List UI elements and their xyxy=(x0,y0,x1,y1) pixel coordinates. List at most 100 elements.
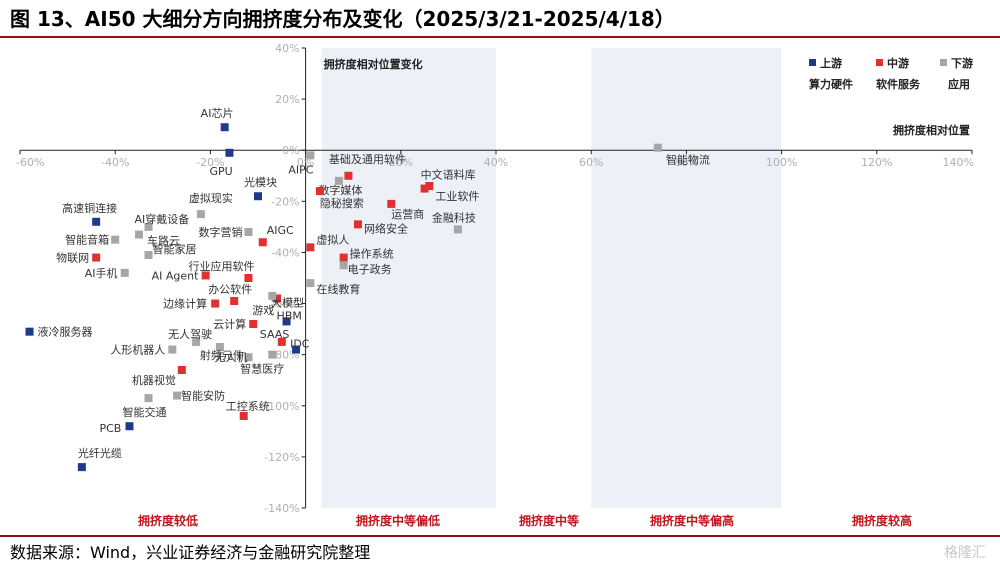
data-point-marker xyxy=(177,366,186,374)
x-tick-label: 60% xyxy=(579,156,603,169)
data-point-marker xyxy=(215,343,224,351)
axes: -60% -40% -20% 0% 20% 40% 60% 80% 100% 120% 140% 40… xyxy=(16,42,974,515)
data-point-label: 大模型 xyxy=(271,295,304,309)
legend-swatch xyxy=(809,59,816,66)
data-point-marker xyxy=(173,391,182,400)
data-point-label: 车路云 xyxy=(147,234,180,248)
zone-label: 拥挤度中等偏高 xyxy=(650,513,734,528)
data-point-marker xyxy=(653,143,662,152)
data-point-label: 高速铜连接 xyxy=(62,201,117,215)
data-point-marker xyxy=(220,123,229,132)
data-point-label: 数字媒体 xyxy=(318,183,362,197)
data-point-marker xyxy=(192,337,201,346)
data-point-marker xyxy=(344,171,353,180)
data-point-label: 操作系统 xyxy=(350,247,394,261)
title-divider xyxy=(0,36,1000,38)
data-point-marker xyxy=(92,217,101,226)
y-tick-label: -140% xyxy=(264,502,299,515)
x-tick-label: 120% xyxy=(861,156,892,169)
data-point-marker xyxy=(353,220,362,229)
data-point-marker xyxy=(315,187,324,196)
data-point-label: 金融科技 xyxy=(432,210,476,224)
data-point-label: AI Agent xyxy=(152,269,200,282)
legend-series-sub: 软件服务 xyxy=(876,77,921,91)
data-point-marker xyxy=(268,350,277,359)
data-point-marker xyxy=(292,345,301,354)
y-tick-label: 40% xyxy=(275,42,299,55)
y-axis-title: 拥挤度相对位置变化 xyxy=(324,57,423,71)
data-point-label: 云计算 xyxy=(213,317,246,331)
data-point-marker xyxy=(230,297,239,305)
data-point-label: 隐秘搜索 xyxy=(320,196,364,210)
legend-swatch xyxy=(876,59,883,66)
data-point-label: 无人机 xyxy=(214,350,247,364)
y-tick-label: -20% xyxy=(271,195,299,208)
data-point-label: 边缘计算 xyxy=(163,297,207,311)
data-point-label: GPU xyxy=(209,165,232,178)
data-point-marker xyxy=(273,294,282,303)
data-point-label: 物联网 xyxy=(56,251,89,265)
data-point-marker xyxy=(306,243,315,252)
data-point-marker xyxy=(339,253,348,262)
data-point-label: 基础及通用软件 xyxy=(329,152,406,166)
data-point-label: 虚拟现实 xyxy=(189,191,233,205)
data-point-label: 射频元件 xyxy=(200,348,244,362)
zone-label: 拥挤度较低 xyxy=(138,513,198,528)
data-point-marker xyxy=(92,253,101,262)
data-point-marker xyxy=(120,268,129,277)
data-point-marker xyxy=(144,251,153,259)
data-point-label: 虚拟人 xyxy=(316,232,349,246)
data-point-label: 行业应用软件 xyxy=(188,259,254,273)
data-point-marker xyxy=(277,337,286,346)
data-point-label: 工控系统 xyxy=(226,399,270,413)
data-point-label: 在线教育 xyxy=(316,282,360,296)
y-tick-label: -120% xyxy=(264,451,299,464)
data-source: 数据来源：Wind，兴业证券经济与金融研究院整理 xyxy=(10,543,371,562)
data-point-label: 机器视觉 xyxy=(132,373,176,387)
data-point-label: AI芯片 xyxy=(201,106,234,120)
data-point-label: 光纤光缆 xyxy=(78,446,122,460)
data-point-marker xyxy=(306,151,315,160)
data-point-label: 运营商 xyxy=(391,207,424,221)
data-point-marker xyxy=(244,274,253,282)
data-point-marker xyxy=(254,192,262,201)
data-point-label: PCB xyxy=(99,422,121,435)
data-point-marker xyxy=(111,235,120,244)
x-axis-title: 拥挤度相对位置 xyxy=(893,123,970,137)
data-point-label: 数字营销 xyxy=(198,225,242,239)
legend-series-name: 上游 xyxy=(820,56,842,70)
y-tick-label: 0% xyxy=(282,144,299,157)
x-tick-label: -40% xyxy=(101,156,129,169)
data-point-label: 智能物流 xyxy=(666,153,710,167)
data-point-label: 液冷服务器 xyxy=(38,325,93,339)
crowding-scatter-chart: -60% -40% -20% 0% 20% 40% 60% 80% 100% 120% 140% 40… xyxy=(16,42,974,528)
x-tick-label: 140% xyxy=(943,156,974,169)
data-point-marker xyxy=(135,230,143,239)
data-point-label: AI手机 xyxy=(85,266,118,280)
legend-series-sub: 算力硬件 xyxy=(808,77,853,91)
data-point-label: 游戏 xyxy=(252,304,274,317)
data-point-marker xyxy=(201,271,210,280)
zone-labels: 拥挤度较低 拥挤度中等偏低 拥挤度中等 拥挤度中等偏高 拥挤度较高 xyxy=(138,513,912,528)
x-tick-label: 40% xyxy=(484,156,508,169)
data-point-marker xyxy=(211,299,220,308)
data-point-label: HBM xyxy=(277,309,302,322)
x-tick-label: 0% xyxy=(297,156,314,169)
data-point-marker xyxy=(249,320,258,328)
legend-swatch xyxy=(940,59,947,66)
data-point-label: 光模块 xyxy=(244,175,277,189)
data-point-label: IDC xyxy=(290,338,310,351)
data-point-marker xyxy=(244,353,253,362)
x-tick-label: 20% xyxy=(389,156,413,169)
data-point-label: AIGC xyxy=(267,224,294,237)
y-tick-label: -40% xyxy=(271,246,299,259)
zone-label: 拥挤度中等偏低 xyxy=(356,513,440,528)
data-point-label: AI穿戴设备 xyxy=(135,212,190,226)
data-point-marker xyxy=(425,182,434,190)
zone-band-mid-high xyxy=(591,48,782,508)
legend-series-name: 中游 xyxy=(887,56,909,70)
data-point-label: 电子政务 xyxy=(348,262,392,276)
data-point-label: 无人驾驶 xyxy=(168,327,212,341)
